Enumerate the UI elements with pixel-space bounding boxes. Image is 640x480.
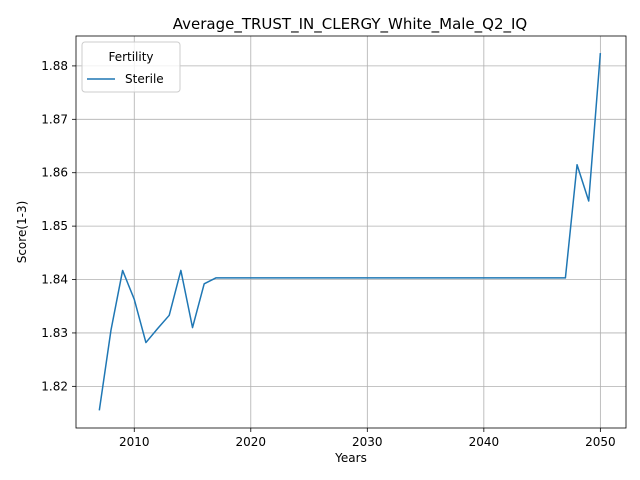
legend-title: Fertility <box>108 50 153 64</box>
chart-title: Average_TRUST_IN_CLERGY_White_Male_Q2_IQ <box>173 15 528 34</box>
series-line-sterile <box>98 53 602 411</box>
y-tick-label: 1.85 <box>41 219 68 233</box>
series-lines <box>98 53 602 411</box>
grid-lines <box>76 36 626 428</box>
y-tick-label: 1.84 <box>41 273 68 287</box>
x-tick-label: 2040 <box>469 435 500 449</box>
legend: Fertility Sterile <box>81 41 181 93</box>
x-axis-label: Years <box>334 451 367 465</box>
x-tick-label: 2020 <box>236 435 267 449</box>
y-tick-label: 1.87 <box>41 112 68 126</box>
x-tick-label: 2050 <box>585 435 616 449</box>
axis-ticks: 2010 2020 2030 2040 2050 1.82 1.83 1.84 1.85 1.86… <box>41 59 615 449</box>
y-tick-label: 1.86 <box>41 166 68 180</box>
plot-frame <box>75 35 627 429</box>
y-tick-label: 1.88 <box>41 59 68 73</box>
x-tick-label: 2030 <box>352 435 383 449</box>
y-axis-label: Score(1-3) <box>15 201 29 264</box>
x-tick-label: 2010 <box>119 435 150 449</box>
y-tick-label: 1.83 <box>41 326 68 340</box>
legend-label-sterile: Sterile <box>125 72 164 86</box>
y-tick-label: 1.82 <box>41 379 68 393</box>
